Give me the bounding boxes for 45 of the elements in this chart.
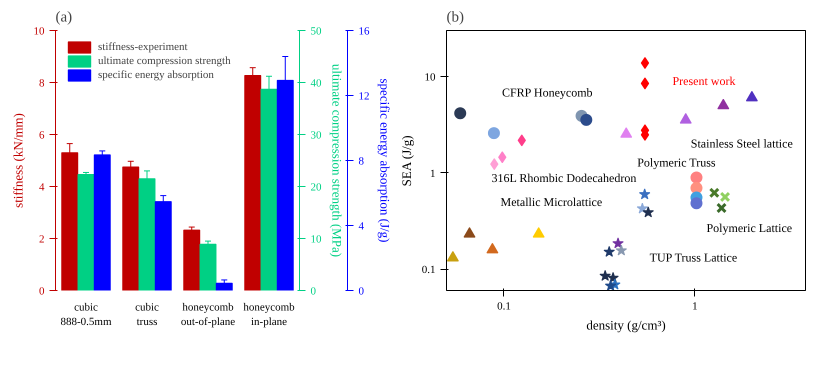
x-axis-title: density (g/cm³) [586,318,666,332]
y-tick-label: 10 [424,71,436,84]
x-tick-label: cubic 888-0.5mm [60,302,112,328]
chart-title: (a) [56,10,72,26]
y-tick-label: 2 [39,234,44,246]
y3-tick-label: 4 [358,220,364,232]
bar [216,282,233,290]
y-tick-label: 10 [34,26,45,38]
y2-tick-label: 0 [310,286,316,298]
series-label: Polymeric Truss [637,156,716,170]
y-tick-label: 4 [39,182,45,194]
x-tick-label: cubic truss [135,302,160,328]
y-tick-label: 6 [39,130,45,142]
series-label: Present work [672,74,736,88]
y2-tick-label: 10 [310,234,322,246]
y3-tick-label: 0 [358,286,364,298]
y-axis-title: stiffness (kN/mm) [10,113,26,208]
y3-tick-label: 8 [358,156,364,168]
y-tick-label: 0.1 [422,264,436,276]
y-tick-label: 8 [39,78,45,90]
text: Metallic Microlattice [500,194,602,209]
y2-tick-label: 40 [310,78,322,90]
series-label: CFRP Honeycomb [502,86,593,100]
x-tick-label: 1 [692,300,698,312]
x-tick-label: honeycomb out-of-plane [180,302,236,328]
y2-tick-label: 20 [310,182,322,194]
y-tick-label: 1 [430,168,436,180]
y-axis-title: SEA (J/g) [398,135,414,186]
x-tick-label: honeycomb in-plane [243,302,296,328]
series-label: 316L Rhombic Dodecahedron [491,170,636,185]
y3-tick-label: 12 [358,90,370,102]
y-tick-label: 0 [39,286,45,298]
chart-title: (b) [446,10,464,26]
x-tick-label: 0.1 [497,300,511,312]
legend-label: stiffness-experiment [98,41,188,53]
legend-label: ultimate compression strength [98,55,231,67]
y2-tick-label: 50 [310,26,322,38]
series-label: Stainless Steel lattice [690,136,793,150]
series-label: Polymeric Lattice [706,221,792,236]
y3-axis-title: specific energy absorption (J/g) [378,78,392,243]
y2-axis-title: ultimate compression strength (MPa) [330,64,344,258]
series-label: TUP Truss Lattice [650,250,738,265]
y3-tick-label: 16 [358,26,370,38]
y2-tick-label: 30 [310,130,322,142]
legend-label: specific energy absorption [98,69,214,81]
